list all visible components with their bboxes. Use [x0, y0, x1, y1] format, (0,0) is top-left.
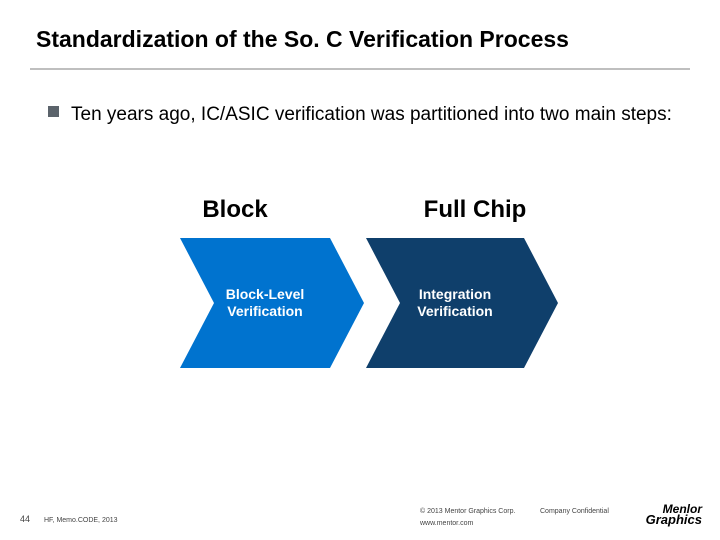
slide-title: Standardization of the So. C Verificatio… — [36, 26, 684, 53]
arrows-row: Block-LevelVerification IntegrationVerif… — [0, 238, 720, 368]
label-full-chip: Full Chip — [390, 196, 560, 224]
process-diagram: Block Full Chip Block-LevelVerification … — [0, 196, 720, 368]
diagram-labels: Block Full Chip — [0, 196, 720, 224]
footer-confidential: Company Confidential — [540, 508, 609, 515]
title-underline — [30, 68, 690, 70]
slide: Standardization of the So. C Verificatio… — [0, 0, 720, 540]
logo-line2: Graphics — [646, 514, 702, 526]
mentor-graphics-logo: Menlor Graphics — [646, 504, 702, 526]
bullet-text: Ten years ago, IC/ASIC verification was … — [71, 100, 672, 130]
footer-url: www.mentor.com — [420, 520, 473, 527]
label-block: Block — [150, 196, 320, 224]
footer-copyright: © 2013 Mentor Graphics Corp. — [420, 508, 515, 515]
arrow-right-text: IntegrationVerification — [417, 286, 492, 321]
slide-number: 44 — [20, 514, 30, 524]
bullet-item: Ten years ago, IC/ASIC verification was … — [48, 100, 680, 130]
arrow-left-text: Block-LevelVerification — [226, 286, 305, 321]
slide-footer: 44 HF, Memo.CODE, 2013 © 2013 Mentor Gra… — [0, 494, 720, 530]
square-bullet-icon — [48, 106, 59, 117]
footer-left-text: HF, Memo.CODE, 2013 — [44, 517, 118, 524]
